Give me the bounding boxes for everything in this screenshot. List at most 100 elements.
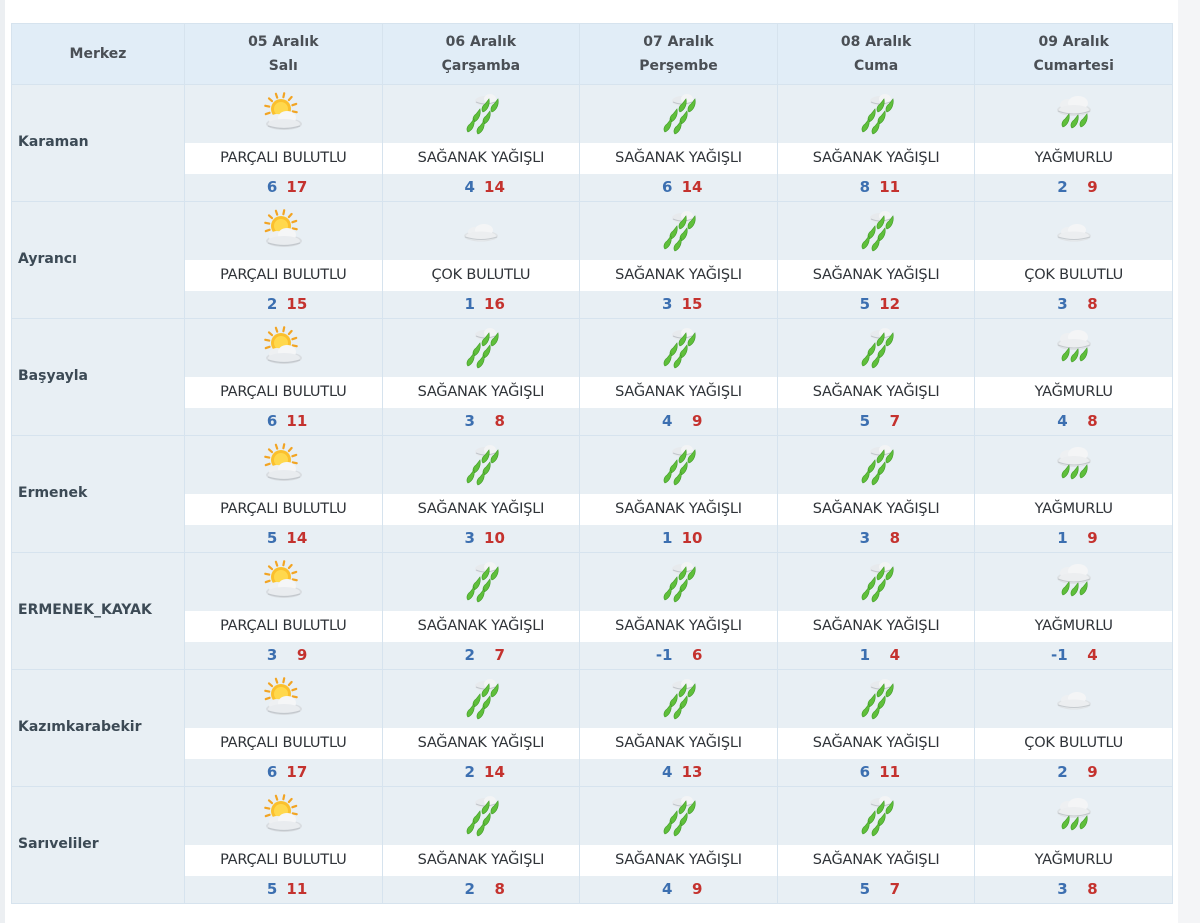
shower-rain-icon [382,436,580,494]
day-forecast-cell: ÇOK BULUTLU 1 16 [381,201,581,319]
partly-cloudy-icon [185,436,382,494]
day-forecast-cell: SAĞANAK YAĞIŞLI 4 9 [579,786,778,904]
temperature-range: -1 6 [580,642,777,669]
temperature-range: 6 11 [185,408,382,435]
min-temperature: 4 [662,880,673,898]
shower-rain-icon [580,85,777,143]
day-forecast-cell: ÇOK BULUTLU 2 9 [974,669,1173,787]
shower-rain-icon [580,319,777,377]
min-temperature: 3 [464,529,475,547]
temperature-range: 3 10 [382,525,580,552]
max-temperature: 7 [889,880,901,898]
max-temperature: 13 [681,763,703,781]
temperature-range: 2 14 [382,759,580,786]
min-temperature: 2 [464,880,475,898]
max-temperature: 14 [484,763,505,781]
min-temperature: 2 [464,763,475,781]
city-row: Ermenek PARÇALI BULUTLU 5 14 SAĞANAK YAĞIŞLI… [11,435,1173,553]
day-forecast-cell: PARÇALI BULUTLU 6 17 [184,669,383,787]
max-temperature: 9 [692,412,703,430]
max-temperature: 8 [889,529,901,547]
temperature-range: 1 16 [382,291,580,318]
max-temperature: 9 [692,880,703,898]
weather-description: SAĞANAK YAĞIŞLI [777,377,975,408]
rain-icon [975,787,1172,845]
day-forecast-cell: SAĞANAK YAĞIŞLI -1 6 [579,552,778,670]
min-temperature: 5 [859,412,871,430]
day-forecast-cell: ÇOK BULUTLU 3 8 [974,201,1173,319]
partly-cloudy-icon [185,202,382,260]
max-temperature: 15 [286,295,308,313]
max-temperature: 10 [681,529,703,547]
day-weekday: Perşembe [639,58,718,74]
city-row: Karaman PARÇALI BULUTLU 6 17 SAĞANAK YAĞIŞLI… [11,84,1173,202]
weather-description: SAĞANAK YAĞIŞLI [382,143,580,174]
max-temperature: 8 [1087,880,1098,898]
day-header: 09 Aralık Cumartesi [974,23,1173,85]
min-temperature: 6 [266,178,278,196]
weather-description: SAĞANAK YAĞIŞLI [382,845,580,876]
temperature-range: 5 12 [777,291,975,318]
day-forecast-cell: SAĞANAK YAĞIŞLI 4 14 [381,84,581,202]
weather-description: PARÇALI BULUTLU [185,260,382,291]
day-forecast-cell: PARÇALI BULUTLU 2 15 [184,201,383,319]
shower-rain-icon [777,319,975,377]
min-temperature: 5 [859,295,871,313]
day-forecast-cell: SAĞANAK YAĞIŞLI 1 10 [579,435,778,553]
min-temperature: 5 [266,529,278,547]
weather-description: SAĞANAK YAĞIŞLI [580,611,777,642]
min-temperature: -1 [655,646,673,664]
city-row: Ayrancı PARÇALI BULUTLU 2 15 ÇOK BULUTLU 1 16 S… [11,201,1173,319]
max-temperature: 16 [484,295,505,313]
min-temperature: 4 [464,178,475,196]
weather-description: SAĞANAK YAĞIŞLI [777,845,975,876]
day-weekday: Çarşamba [441,58,521,74]
shower-rain-icon [382,787,580,845]
city-row: ERMENEK_KAYAK PARÇALI BULUTLU 3 9 SAĞANAK YA… [11,552,1173,670]
shower-rain-icon [777,553,975,611]
temperature-range: 2 15 [185,291,382,318]
weather-description: YAĞMURLU [975,611,1172,642]
max-temperature: 11 [879,763,901,781]
rain-icon [975,85,1172,143]
min-temperature: 6 [266,763,278,781]
day-forecast-cell: PARÇALI BULUTLU 6 11 [184,318,383,436]
shower-rain-icon [382,85,580,143]
partly-cloudy-icon [185,670,382,728]
merkez-header: Merkez [11,23,185,85]
weather-description: YAĞMURLU [975,845,1172,876]
header-row: Merkez 05 Aralık Salı 06 Aralık Çarşamba 0… [11,23,1173,85]
max-temperature: 14 [286,529,308,547]
city-name: Ermenek [11,435,185,553]
day-date: 07 Aralık [643,34,714,50]
weather-description: SAĞANAK YAĞIŞLI [580,377,777,408]
shower-rain-icon [777,670,975,728]
shower-rain-icon [777,787,975,845]
cloudy-icon [382,202,580,260]
max-temperature: 15 [681,295,703,313]
min-temperature: 3 [1057,295,1068,313]
day-forecast-cell: SAĞANAK YAĞIŞLI 2 8 [381,786,581,904]
day-date: 08 Aralık [840,34,912,50]
weather-description: ÇOK BULUTLU [975,260,1172,291]
max-temperature: 4 [889,646,901,664]
min-temperature: 1 [464,295,475,313]
day-forecast-cell: SAĞANAK YAĞIŞLI 8 11 [776,84,976,202]
max-temperature: 12 [879,295,901,313]
day-forecast-cell: SAĞANAK YAĞIŞLI 6 14 [579,84,778,202]
min-temperature: 2 [1057,178,1068,196]
max-temperature: 14 [681,178,703,196]
partly-cloudy-icon [185,553,382,611]
weather-description: ÇOK BULUTLU [975,728,1172,759]
day-header: 05 Aralık Salı [184,23,383,85]
temperature-range: 5 14 [185,525,382,552]
city-name: Kazımkarabekir [11,669,185,787]
day-forecast-cell: SAĞANAK YAĞIŞLI 3 8 [776,435,976,553]
shower-rain-icon [382,670,580,728]
weather-description: SAĞANAK YAĞIŞLI [777,143,975,174]
min-temperature: 3 [662,295,673,313]
